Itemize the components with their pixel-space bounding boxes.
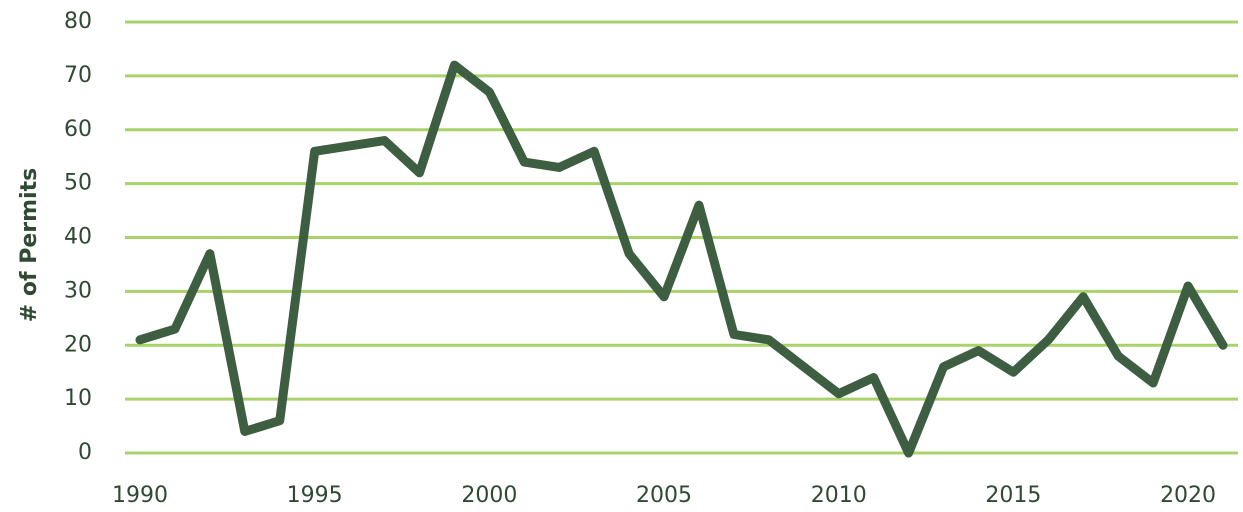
x-tick-label: 1995 (287, 483, 343, 508)
x-tick-label: 2010 (811, 483, 867, 508)
y-tick-label: 0 (78, 440, 92, 465)
x-tick-label: 2020 (1160, 483, 1216, 508)
y-tick-label: 80 (64, 9, 92, 34)
x-tick-label: 2005 (636, 483, 692, 508)
x-tick-label: 2000 (461, 483, 517, 508)
y-tick-label: 60 (64, 117, 92, 142)
data-line (135, 60, 1228, 458)
y-tick-label: 70 (64, 63, 92, 88)
y-tick-label: 50 (64, 171, 92, 196)
y-tick-label: 40 (64, 225, 92, 250)
x-tick-label: 2015 (985, 483, 1041, 508)
x-tick-label: 1990 (112, 483, 168, 508)
y-tick-label: 30 (64, 278, 92, 303)
y-tick-label: 20 (64, 332, 92, 357)
y-axis-label: # of Permits (17, 168, 42, 322)
y-tick-label: 10 (64, 386, 92, 411)
